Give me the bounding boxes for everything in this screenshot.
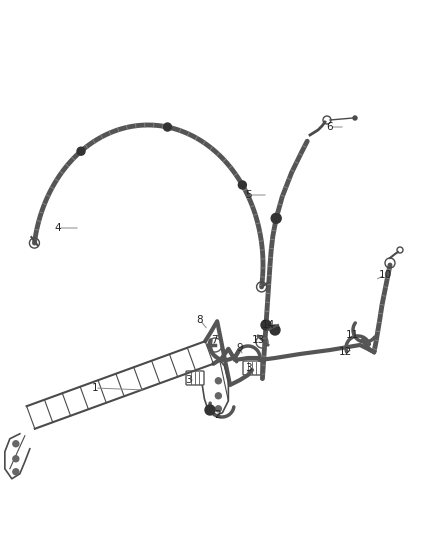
Circle shape <box>270 325 280 335</box>
Text: 6: 6 <box>327 122 333 132</box>
Text: 1: 1 <box>92 383 98 393</box>
Circle shape <box>271 213 281 223</box>
Circle shape <box>215 393 221 399</box>
Text: 11: 11 <box>346 330 359 340</box>
Text: 10: 10 <box>378 270 392 280</box>
Text: 9: 9 <box>237 343 244 353</box>
Circle shape <box>77 147 85 155</box>
Circle shape <box>353 116 357 120</box>
Circle shape <box>163 123 172 131</box>
Circle shape <box>13 456 19 462</box>
Text: 2: 2 <box>215 410 221 420</box>
Text: 3: 3 <box>185 375 191 385</box>
Text: 12: 12 <box>339 347 352 357</box>
Text: 8: 8 <box>197 315 203 325</box>
Circle shape <box>215 406 221 412</box>
Text: 13: 13 <box>251 335 265 345</box>
Text: 4: 4 <box>55 223 61 233</box>
Circle shape <box>13 469 19 475</box>
Circle shape <box>215 378 221 384</box>
Circle shape <box>261 320 271 330</box>
Text: 5: 5 <box>245 190 251 200</box>
Circle shape <box>13 441 19 447</box>
Text: 14: 14 <box>261 320 275 330</box>
Circle shape <box>205 405 215 415</box>
Circle shape <box>238 181 246 189</box>
Text: 7: 7 <box>211 335 217 345</box>
Text: 3: 3 <box>245 363 251 373</box>
